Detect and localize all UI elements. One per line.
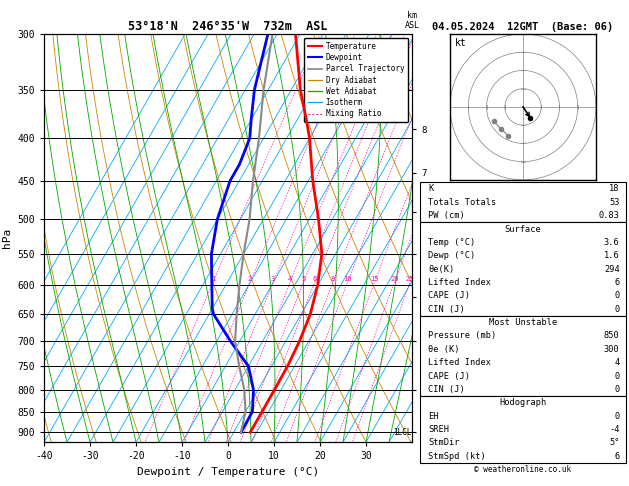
Text: CAPE (J): CAPE (J) bbox=[428, 291, 470, 300]
Text: 1LCL: 1LCL bbox=[394, 428, 412, 437]
Text: kt: kt bbox=[455, 38, 466, 49]
Text: CIN (J): CIN (J) bbox=[428, 305, 465, 314]
Text: Dewp (°C): Dewp (°C) bbox=[428, 251, 476, 260]
Text: CIN (J): CIN (J) bbox=[428, 385, 465, 394]
FancyBboxPatch shape bbox=[420, 396, 626, 463]
Text: 0: 0 bbox=[615, 291, 620, 300]
Text: Surface: Surface bbox=[504, 225, 542, 234]
Text: 2: 2 bbox=[248, 276, 252, 282]
Text: 1.6: 1.6 bbox=[604, 251, 620, 260]
Text: θe (K): θe (K) bbox=[428, 345, 460, 354]
Text: K: K bbox=[428, 184, 433, 193]
Text: 6: 6 bbox=[313, 276, 317, 282]
Title: 53°18'N  246°35'W  732m  ASL: 53°18'N 246°35'W 732m ASL bbox=[128, 20, 328, 33]
Text: PW (cm): PW (cm) bbox=[428, 211, 465, 220]
Text: 4: 4 bbox=[288, 276, 292, 282]
Text: 18: 18 bbox=[609, 184, 620, 193]
Text: 5°: 5° bbox=[609, 438, 620, 448]
Text: SREH: SREH bbox=[428, 425, 449, 434]
Text: 3.6: 3.6 bbox=[604, 238, 620, 247]
Text: 8: 8 bbox=[331, 276, 335, 282]
Text: EH: EH bbox=[428, 412, 439, 421]
Text: 5: 5 bbox=[301, 276, 306, 282]
FancyBboxPatch shape bbox=[420, 316, 626, 396]
Text: Lifted Index: Lifted Index bbox=[428, 358, 491, 367]
X-axis label: Dewpoint / Temperature (°C): Dewpoint / Temperature (°C) bbox=[137, 467, 319, 477]
Text: 4: 4 bbox=[615, 358, 620, 367]
Text: 850: 850 bbox=[604, 331, 620, 341]
Text: 0: 0 bbox=[615, 385, 620, 394]
Text: Pressure (mb): Pressure (mb) bbox=[428, 331, 497, 341]
Text: CAPE (J): CAPE (J) bbox=[428, 371, 470, 381]
Text: StmSpd (kt): StmSpd (kt) bbox=[428, 451, 486, 461]
Text: 3: 3 bbox=[271, 276, 276, 282]
Text: Most Unstable: Most Unstable bbox=[489, 318, 557, 327]
Text: 10: 10 bbox=[343, 276, 352, 282]
Text: 0: 0 bbox=[615, 412, 620, 421]
Text: © weatheronline.co.uk: © weatheronline.co.uk bbox=[474, 465, 572, 474]
Text: 0.83: 0.83 bbox=[599, 211, 620, 220]
Text: Hodograph: Hodograph bbox=[499, 398, 547, 407]
FancyBboxPatch shape bbox=[420, 222, 626, 316]
Text: Temp (°C): Temp (°C) bbox=[428, 238, 476, 247]
Text: StmDir: StmDir bbox=[428, 438, 460, 448]
Text: Mixing Ratio (g/kg): Mixing Ratio (g/kg) bbox=[455, 187, 464, 289]
Text: Lifted Index: Lifted Index bbox=[428, 278, 491, 287]
Text: θe(K): θe(K) bbox=[428, 264, 455, 274]
Text: 294: 294 bbox=[604, 264, 620, 274]
Text: 0: 0 bbox=[615, 371, 620, 381]
Text: 15: 15 bbox=[370, 276, 379, 282]
Text: -4: -4 bbox=[609, 425, 620, 434]
Text: 04.05.2024  12GMT  (Base: 06): 04.05.2024 12GMT (Base: 06) bbox=[432, 21, 614, 32]
Text: Totals Totals: Totals Totals bbox=[428, 198, 497, 207]
Text: 6: 6 bbox=[615, 278, 620, 287]
Text: 0: 0 bbox=[615, 305, 620, 314]
Text: km
ASL: km ASL bbox=[404, 11, 420, 30]
Text: 300: 300 bbox=[604, 345, 620, 354]
FancyBboxPatch shape bbox=[420, 182, 626, 222]
Text: 53: 53 bbox=[609, 198, 620, 207]
Text: 1: 1 bbox=[211, 276, 215, 282]
Text: 25: 25 bbox=[406, 276, 415, 282]
Text: 20: 20 bbox=[390, 276, 399, 282]
Y-axis label: hPa: hPa bbox=[2, 228, 12, 248]
Legend: Temperature, Dewpoint, Parcel Trajectory, Dry Adiabat, Wet Adiabat, Isotherm, Mi: Temperature, Dewpoint, Parcel Trajectory… bbox=[304, 38, 408, 122]
Text: 6: 6 bbox=[615, 451, 620, 461]
